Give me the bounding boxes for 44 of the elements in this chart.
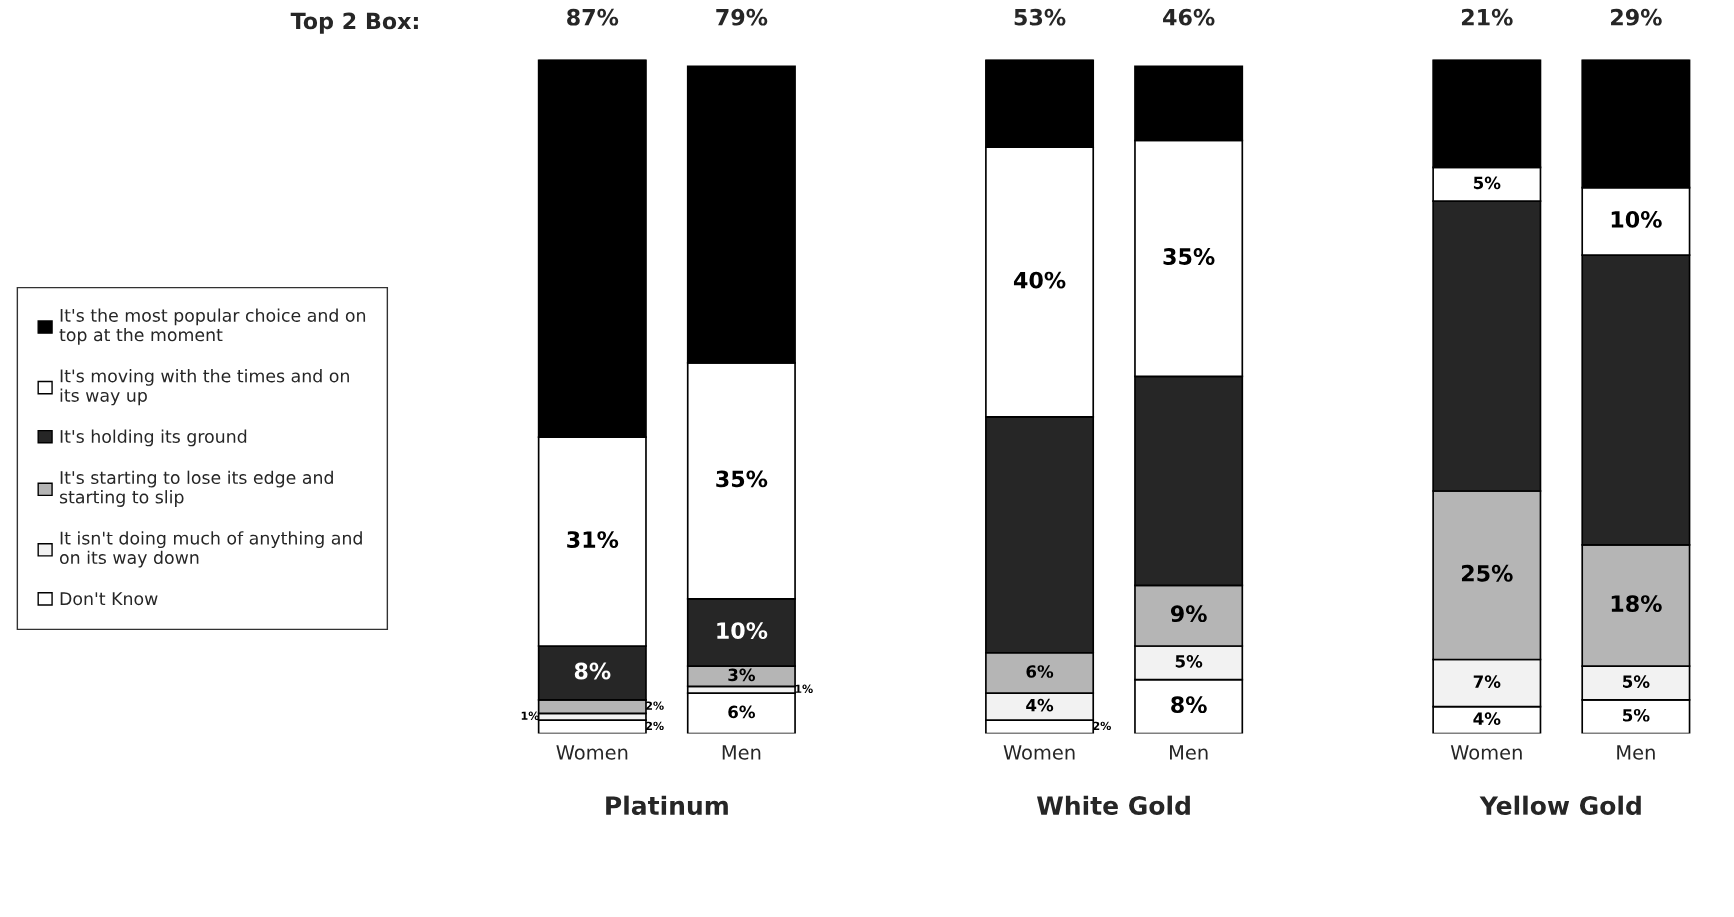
data-label: 18% (1611, 595, 1662, 612)
data-label: 4% (1473, 712, 1501, 725)
text: 87% (567, 8, 619, 26)
text: Platinum (606, 795, 728, 815)
x-tick-label: Women (556, 745, 628, 760)
legend-label: It's starting to lose its edge and starting to slip (59, 470, 333, 507)
text: 29% (1611, 8, 1662, 26)
data-label: 3% (728, 668, 756, 682)
data-label: 5% (1175, 655, 1203, 668)
text: 46% (1163, 8, 1215, 26)
text: White Gold (1036, 795, 1190, 815)
data-label: 31% (567, 531, 619, 548)
x-tick-label: Men (722, 745, 761, 760)
data-label: 8% (1171, 696, 1207, 714)
x-tick-label: Men (1617, 745, 1655, 760)
x-tick-label: Women (1003, 745, 1075, 760)
data-label: 2% (1093, 721, 1111, 731)
data-label: 8% (574, 662, 611, 680)
data-label: 6% (728, 705, 756, 719)
data-label: 25% (1461, 564, 1513, 582)
data-label: 7% (1473, 675, 1501, 688)
data-label: 9% (1170, 605, 1207, 623)
text: 21% (1461, 8, 1513, 26)
x-tick-label: Men (1170, 745, 1208, 760)
text: 53% (1014, 8, 1066, 26)
data-label: 6% (1026, 665, 1054, 678)
data-label: 40% (1013, 271, 1066, 289)
legend-label: It's holding its ground (60, 429, 247, 447)
data-label: 5% (1473, 176, 1501, 190)
data-label: 10% (1611, 211, 1662, 228)
text: Top 2 Box: (290, 12, 418, 34)
data-label: 35% (716, 470, 768, 488)
x-tick-label: Women (1450, 745, 1522, 760)
data-label: 10% (717, 622, 768, 639)
legend-label: It's moving with the times and on its way up (60, 369, 349, 406)
legend-label: It isn't doing much of anything and on its way down (59, 531, 362, 568)
data-label: 5% (1623, 675, 1650, 688)
data-label: 5% (1623, 708, 1650, 722)
text: Yellow Gold (1479, 795, 1641, 815)
legend-label: It's the most popular choice and on top at the moment (59, 308, 366, 345)
legend-label: Don't Know (60, 592, 158, 606)
text: 79% (716, 8, 768, 26)
data-label: 35% (1163, 248, 1215, 265)
data-label: 4% (1026, 698, 1054, 712)
